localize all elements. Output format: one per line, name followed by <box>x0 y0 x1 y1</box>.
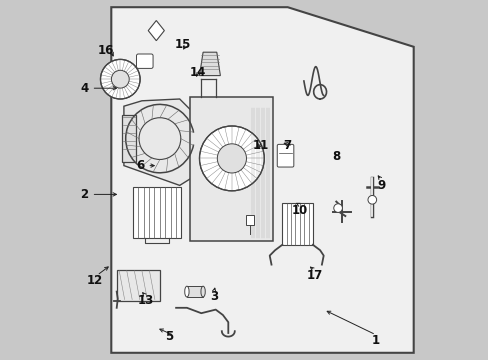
Circle shape <box>333 204 342 212</box>
Ellipse shape <box>184 286 189 297</box>
FancyBboxPatch shape <box>122 115 136 162</box>
Polygon shape <box>199 52 220 76</box>
Text: 10: 10 <box>291 204 308 217</box>
Text: 6: 6 <box>136 159 144 172</box>
Text: 5: 5 <box>164 330 173 343</box>
Text: 4: 4 <box>80 82 88 95</box>
Circle shape <box>367 195 376 204</box>
Bar <box>246 215 254 225</box>
Text: 8: 8 <box>331 150 340 163</box>
Polygon shape <box>148 21 164 41</box>
Text: 12: 12 <box>87 274 103 287</box>
Circle shape <box>199 126 264 191</box>
Polygon shape <box>123 99 194 185</box>
Text: 3: 3 <box>209 291 218 303</box>
Text: 15: 15 <box>175 39 191 51</box>
FancyBboxPatch shape <box>190 97 273 241</box>
Ellipse shape <box>201 286 205 297</box>
Text: 13: 13 <box>137 294 153 307</box>
Text: 1: 1 <box>371 334 379 347</box>
Text: 9: 9 <box>376 179 385 192</box>
FancyBboxPatch shape <box>277 144 293 167</box>
Text: 2: 2 <box>80 188 88 201</box>
Text: 16: 16 <box>98 44 114 57</box>
Text: 7: 7 <box>283 139 291 152</box>
Polygon shape <box>111 7 413 353</box>
Text: 17: 17 <box>306 269 322 282</box>
Bar <box>133 187 181 238</box>
Circle shape <box>101 59 140 99</box>
Bar <box>186 286 203 297</box>
Text: 14: 14 <box>189 66 205 78</box>
Text: 11: 11 <box>252 139 268 152</box>
FancyBboxPatch shape <box>136 54 153 68</box>
Bar <box>117 270 160 301</box>
Circle shape <box>111 70 129 88</box>
Bar <box>282 203 312 245</box>
Circle shape <box>217 144 246 173</box>
